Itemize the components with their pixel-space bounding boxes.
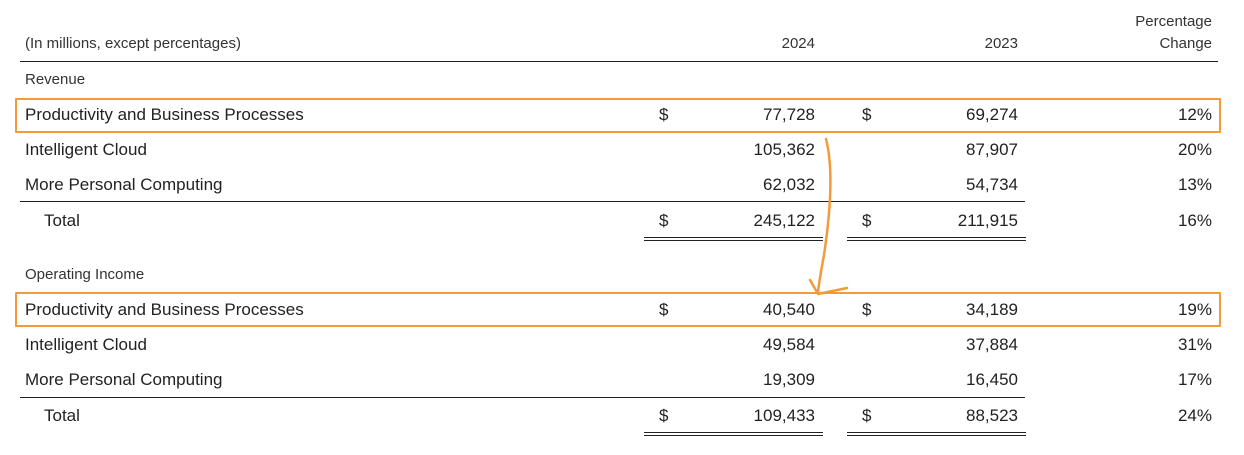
highlight-box-revenue [15, 98, 1221, 133]
value-2024: 77,728 [763, 105, 815, 124]
header-divider [20, 61, 1218, 62]
total-double-underline-2023 [847, 240, 1026, 241]
section-label-operating-income: Operating Income [25, 266, 145, 283]
currency-symbol: $ [659, 406, 669, 425]
row-label: Intelligent Cloud [25, 140, 147, 159]
row-label: Productivity and Business Processes [25, 300, 304, 319]
value-2023: 16,450 [966, 370, 1018, 389]
percent-change: 31% [1177, 335, 1212, 354]
row-label: More Personal Computing [25, 175, 223, 194]
section-label-revenue: Revenue [25, 71, 86, 88]
value-2023: 69,274 [966, 105, 1018, 124]
units-header: (In millions, except percentages) [25, 35, 241, 52]
highlight-box-operating-income [15, 292, 1221, 327]
total-double-underline-2023 [847, 435, 1026, 436]
total-double-underline-2024 [644, 240, 823, 241]
percent-change: 19% [1177, 300, 1212, 319]
value-2024: 62,032 [763, 175, 815, 194]
percent-change: 12% [1177, 105, 1212, 124]
value-2023: 34,189 [966, 300, 1018, 319]
value-2024: 105,362 [753, 140, 815, 159]
value-2023: 88,523 [966, 406, 1018, 425]
currency-symbol: $ [862, 406, 872, 425]
value-2023: 87,907 [966, 140, 1018, 159]
value-2024: 19,309 [763, 370, 815, 389]
percent-change: 13% [1177, 175, 1212, 194]
total-double-underline-2024 [644, 435, 823, 436]
column-header-2024: 2024 [781, 35, 815, 52]
value-2024: 49,584 [763, 335, 815, 354]
value-2024: 40,540 [763, 300, 815, 319]
currency-symbol: $ [862, 211, 872, 230]
column-header-percentage: Percentage [1135, 13, 1212, 30]
subtotal-divider [20, 397, 1025, 398]
percent-change: 20% [1177, 140, 1212, 159]
total-underline-2023 [847, 432, 1026, 433]
row-label: Intelligent Cloud [25, 335, 147, 354]
subtotal-divider [20, 201, 1025, 202]
currency-symbol: $ [659, 105, 669, 124]
currency-symbol: $ [862, 105, 872, 124]
percent-change: 16% [1177, 211, 1212, 230]
percent-change: 17% [1177, 370, 1212, 389]
row-label: Productivity and Business Processes [25, 105, 304, 124]
value-2023: 37,884 [966, 335, 1018, 354]
column-header-2023: 2023 [984, 35, 1018, 52]
currency-symbol: $ [659, 211, 669, 230]
total-label: Total [44, 211, 80, 230]
column-header-change: Change [1159, 35, 1212, 52]
percent-change: 24% [1177, 406, 1212, 425]
value-2024: 109,433 [753, 406, 815, 425]
total-underline-2023 [847, 237, 1026, 238]
currency-symbol: $ [659, 300, 669, 319]
total-underline-2024 [644, 237, 823, 238]
currency-symbol: $ [862, 300, 872, 319]
value-2023: 54,734 [966, 175, 1018, 194]
row-label: More Personal Computing [25, 370, 223, 389]
value-2023: 211,915 [957, 211, 1018, 230]
total-underline-2024 [644, 432, 823, 433]
value-2024: 245,122 [753, 211, 815, 230]
total-label: Total [44, 406, 80, 425]
